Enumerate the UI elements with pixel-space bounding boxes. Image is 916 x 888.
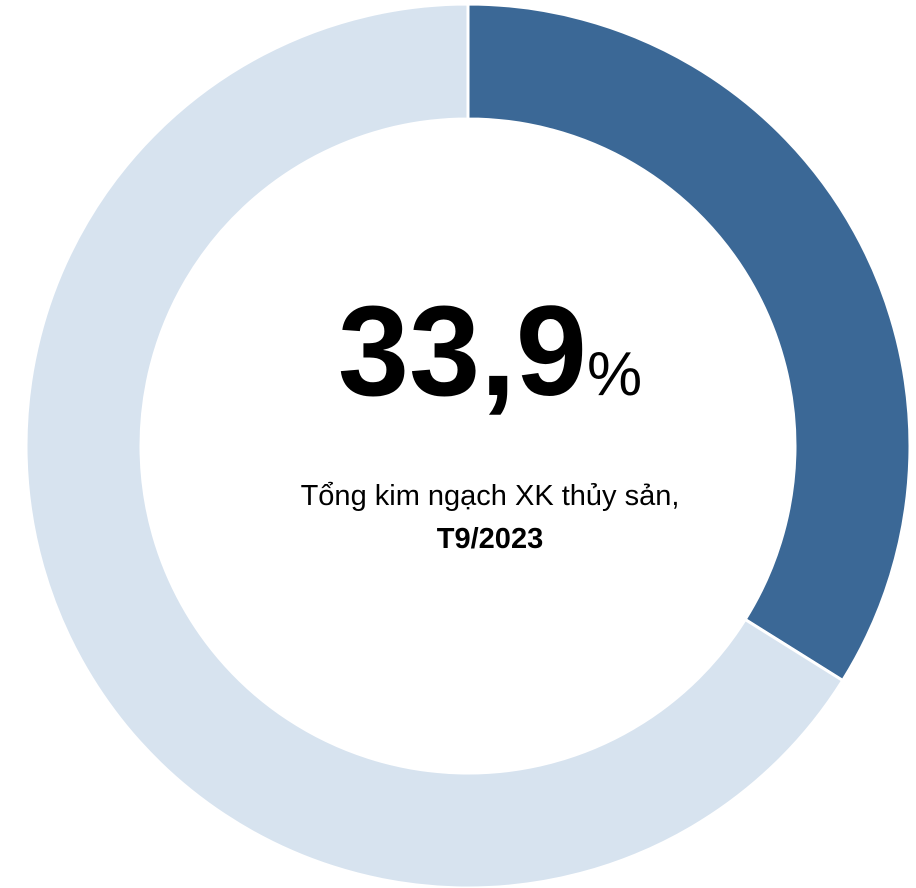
donut-slice — [466, 2, 912, 683]
donut-slice — [24, 2, 845, 888]
annotation: T9/2023 — [437, 523, 543, 555]
value-label: 33,9% — [338, 280, 642, 423]
annotation: Tổng kim ngạch XK thủy sản, — [301, 480, 680, 512]
donut — [24, 2, 912, 888]
